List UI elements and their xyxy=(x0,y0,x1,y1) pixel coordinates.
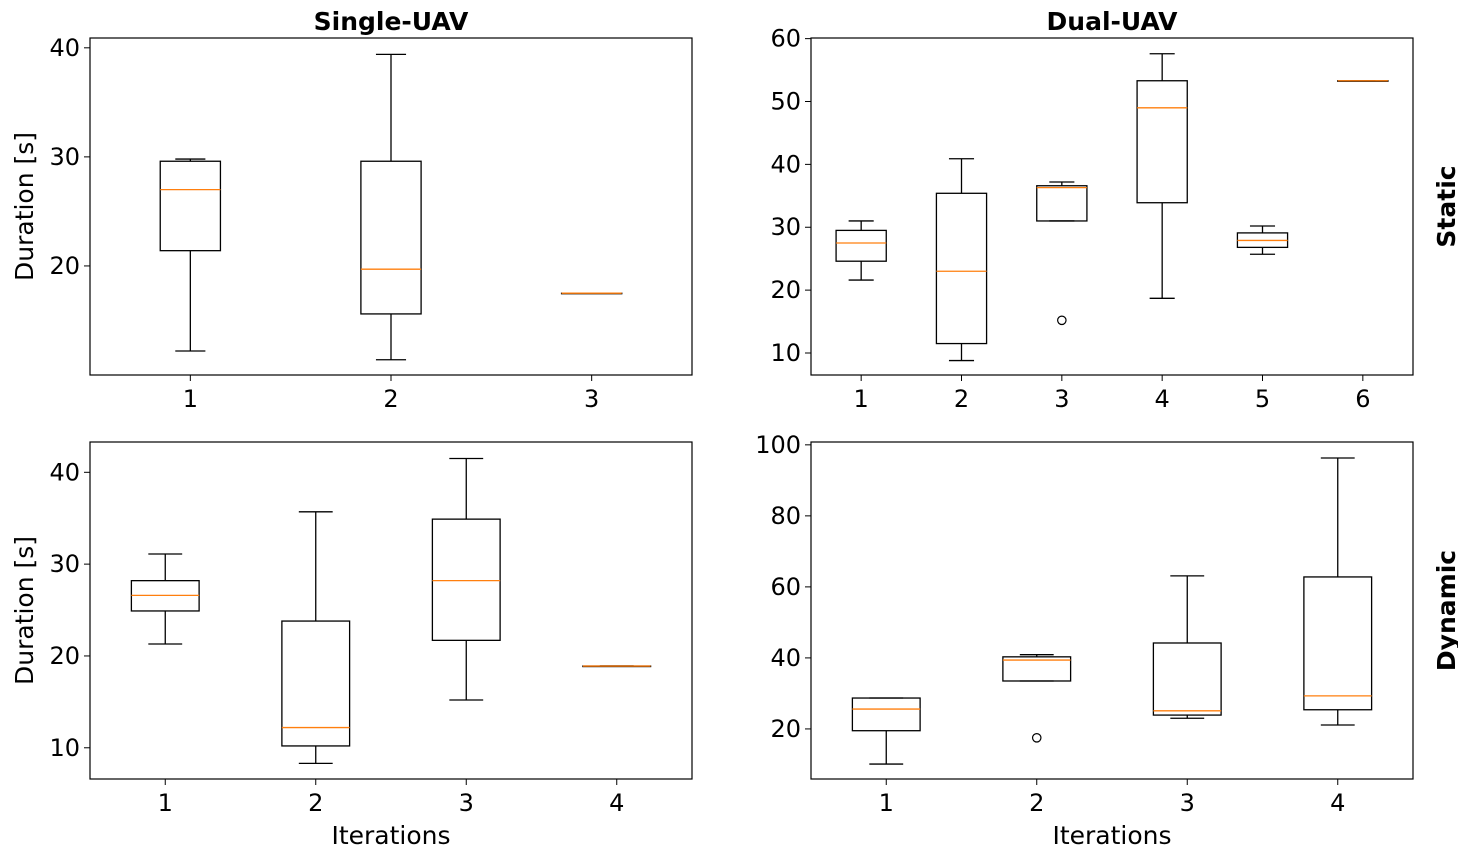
y-tick-label: 30 xyxy=(770,213,801,241)
iqr-box xyxy=(1303,576,1373,711)
box-2 xyxy=(1002,654,1072,743)
y-tick-label: 10 xyxy=(770,339,801,367)
axes-frame xyxy=(810,37,1414,376)
box-6 xyxy=(1337,80,1389,82)
x-tick-label: 5 xyxy=(1255,385,1270,413)
x-tick-label: 3 xyxy=(1180,789,1195,817)
iqr-box xyxy=(835,229,887,262)
box-4 xyxy=(582,665,652,668)
outlier-point xyxy=(1057,315,1067,326)
x-tick-label: 2 xyxy=(308,789,323,817)
subplot-1: 20 30 40 1 2 3 Single-UAV Duration [s] xyxy=(10,7,693,413)
y-tick-label: 80 xyxy=(770,502,801,530)
subplot-title: Dual-UAV xyxy=(1047,7,1179,36)
y-tick-label: 40 xyxy=(49,34,80,62)
x-tick-label: 2 xyxy=(1029,789,1044,817)
y-tick-label: 20 xyxy=(770,276,801,304)
x-tick-label: 4 xyxy=(1155,385,1170,413)
y-axis-label: Duration [s] xyxy=(10,132,39,281)
y-tick-label: 40 xyxy=(770,644,801,672)
x-tick-label: 2 xyxy=(383,385,398,413)
box-1 xyxy=(835,220,887,281)
y-axis-label: Duration [s] xyxy=(10,536,39,685)
x-tick-label: 4 xyxy=(1330,789,1345,817)
x-axis-label: Iterations xyxy=(331,821,450,850)
y-tick-label: 50 xyxy=(770,88,801,116)
iqr-box xyxy=(1152,642,1222,716)
x-tick-label: 4 xyxy=(609,789,624,817)
x-tick-label: 1 xyxy=(854,385,869,413)
x-tick-label: 1 xyxy=(183,385,198,413)
box-3 xyxy=(431,457,501,701)
y-tick-label: 100 xyxy=(755,431,801,459)
iqr-box xyxy=(1002,656,1072,682)
axes-frame xyxy=(810,441,1414,780)
box-4 xyxy=(1303,457,1373,726)
x-axis-label: Iterations xyxy=(1052,821,1171,850)
box-3 xyxy=(560,292,623,295)
x-tick-label: 1 xyxy=(879,789,894,817)
x-tick-label: 1 xyxy=(158,789,173,817)
box-3 xyxy=(1036,181,1088,326)
subplot-title: Single-UAV xyxy=(314,7,469,36)
box-2 xyxy=(360,53,422,361)
y-tick-label: 10 xyxy=(49,734,80,762)
box-1 xyxy=(130,553,200,645)
box-1 xyxy=(851,697,921,765)
axes-frame xyxy=(89,441,693,780)
y-tick-label: 30 xyxy=(49,143,80,171)
iqr-box xyxy=(360,160,422,315)
subplot-2: 10 20 30 40 50 60 1 2 3 4 5 6 Dual-UAV Static xyxy=(770,7,1458,413)
box-3 xyxy=(1152,575,1222,719)
iqr-box xyxy=(431,518,501,641)
y-tick-label: 20 xyxy=(770,715,801,743)
axes-frame xyxy=(89,37,693,376)
x-tick-label: 2 xyxy=(954,385,969,413)
box-2 xyxy=(281,511,351,765)
y-tick-label: 60 xyxy=(770,573,801,601)
y-tick-label: 20 xyxy=(49,642,80,670)
y-tick-label: 60 xyxy=(770,25,801,53)
box-2 xyxy=(935,158,988,362)
iqr-box xyxy=(935,192,988,345)
iqr-box xyxy=(851,697,921,732)
iqr-box xyxy=(1136,80,1188,204)
iqr-box xyxy=(281,620,351,747)
x-tick-label: 3 xyxy=(459,789,474,817)
row-label: Dynamic xyxy=(1432,550,1458,671)
x-tick-label: 3 xyxy=(1054,385,1069,413)
x-tick-label: 6 xyxy=(1355,385,1370,413)
iqr-box xyxy=(159,160,222,252)
box-4 xyxy=(1136,53,1188,299)
subplot-4: 20 40 60 80 100 1 2 3 4 Iterations Dynamic xyxy=(755,431,1458,850)
x-tick-label: 3 xyxy=(584,385,599,413)
y-tick-label: 40 xyxy=(770,150,801,178)
y-tick-label: 20 xyxy=(49,252,80,280)
outlier-point xyxy=(1031,733,1042,743)
row-label: Static xyxy=(1432,165,1458,247)
iqr-box xyxy=(1036,185,1088,222)
box-1 xyxy=(159,158,222,352)
subplot-3: 10 20 30 40 1 2 3 4 Duration [s] Iterations xyxy=(10,441,693,850)
y-tick-label: 30 xyxy=(49,550,80,578)
box-5 xyxy=(1236,225,1289,255)
y-tick-label: 40 xyxy=(49,458,80,486)
